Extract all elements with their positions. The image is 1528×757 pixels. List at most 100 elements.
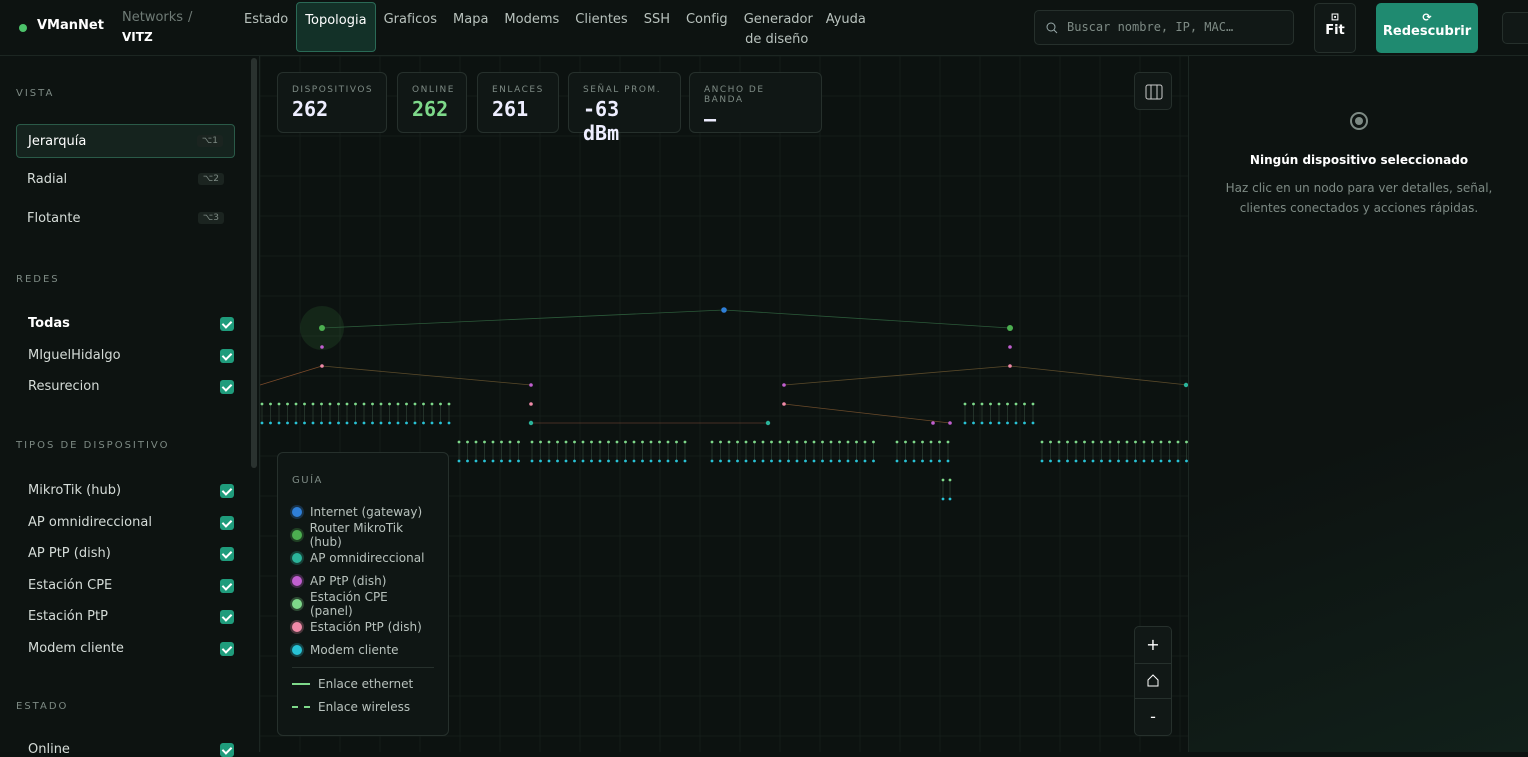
legend: GUÍA Internet (gateway) Router MikroTik (… <box>277 452 449 736</box>
fit-button[interactable]: ⊡ Fit <box>1314 3 1356 53</box>
legend-dot <box>292 644 302 655</box>
fit-icon: ⊡ <box>1330 12 1340 23</box>
filter-option[interactable]: Resurecion <box>28 379 234 395</box>
layout-toggle[interactable] <box>1134 72 1172 110</box>
rediscover-button[interactable]: ⟳ Redescubrir <box>1376 3 1478 53</box>
search-input[interactable]: Buscar nombre, IP, MAC… <box>1034 10 1294 45</box>
checkbox[interactable] <box>220 484 234 498</box>
network-name: VITZ <box>122 30 153 44</box>
checkbox[interactable] <box>220 642 234 656</box>
nav-item[interactable]: Config <box>685 12 728 27</box>
node <box>260 421 264 425</box>
node <box>362 421 366 425</box>
node <box>946 459 950 463</box>
zoom-out[interactable]: - <box>1150 707 1156 726</box>
node <box>405 421 408 425</box>
node <box>1031 402 1035 406</box>
filter-option[interactable]: MIguelHidalgo <box>28 348 234 363</box>
node <box>430 402 434 406</box>
checkbox[interactable] <box>220 547 234 562</box>
node <box>863 459 867 463</box>
rediscover-label: Redescubrir <box>1382 24 1472 39</box>
node <box>573 440 576 444</box>
topology-canvas[interactable] <box>260 56 1188 752</box>
nav-item[interactable]: Modems <box>504 12 560 27</box>
filter-label: MikroTik (hub) <box>28 483 122 498</box>
filter-option[interactable]: Todas <box>28 316 234 331</box>
node <box>795 440 799 444</box>
nav-item[interactable]: Graficos <box>383 12 438 27</box>
checkbox[interactable] <box>220 578 234 593</box>
checkbox[interactable] <box>220 515 234 530</box>
nav-item[interactable]: Estado <box>244 12 289 27</box>
node <box>354 421 357 425</box>
checkbox[interactable] <box>220 380 234 395</box>
filter-option[interactable]: Estación CPE <box>28 578 234 593</box>
filter-option[interactable]: AP PtP (dish) <box>28 546 234 562</box>
nav-item[interactable]: Generador de diseño <box>743 12 813 47</box>
zoom-in[interactable]: + <box>1146 635 1160 654</box>
legend-item: Modem cliente <box>292 638 434 661</box>
breadcrumb-root[interactable]: Networks <box>122 10 184 25</box>
node <box>972 402 975 406</box>
filter-option[interactable]: AP omnidireccional <box>28 515 234 530</box>
node <box>1066 459 1069 463</box>
nav-item[interactable]: Topologia <box>296 2 376 52</box>
node <box>804 440 807 444</box>
legend-item: Estación PtP (dish) <box>292 615 434 638</box>
filter-option[interactable]: Estación PtP <box>28 609 234 625</box>
checkbox[interactable] <box>220 743 234 757</box>
nav-item[interactable]: Ayuda <box>825 12 866 27</box>
node <box>1014 402 1018 406</box>
nav-item[interactable]: SSH <box>643 12 670 27</box>
node <box>396 402 400 406</box>
node <box>904 440 907 444</box>
legend-dot <box>292 575 302 586</box>
node <box>632 440 636 444</box>
checkbox[interactable] <box>220 348 234 363</box>
filter-option[interactable]: MikroTik (hub) <box>28 483 234 498</box>
stat-label: DISPOSITIVOS <box>292 85 374 95</box>
node <box>529 402 533 406</box>
legend-item: Router MikroTik (hub) <box>292 521 434 549</box>
filter-option[interactable]: Online <box>28 742 234 757</box>
nav-item[interactable]: Clientes <box>575 12 628 27</box>
node <box>1057 440 1061 444</box>
node <box>607 459 610 463</box>
filter-label: AP PtP (dish) <box>28 546 111 562</box>
legend-item: Estación CPE (panel) <box>292 590 434 618</box>
node <box>1125 459 1129 463</box>
legend-dot <box>292 598 302 609</box>
legend-line <box>292 705 310 708</box>
node <box>658 459 661 463</box>
node <box>491 459 495 463</box>
user-button[interactable] <box>1502 12 1528 44</box>
node <box>675 440 678 444</box>
filter-option[interactable]: Modem cliente <box>28 641 234 656</box>
node <box>337 402 340 406</box>
node <box>286 421 289 425</box>
node <box>872 459 875 463</box>
nav-item[interactable]: Mapa <box>453 12 489 27</box>
node <box>1066 440 1069 444</box>
node <box>1008 364 1012 368</box>
node <box>500 440 503 444</box>
node <box>624 440 627 444</box>
view-option[interactable]: Radial ⌥2 <box>16 163 235 197</box>
nav: Estado Topologia Graficos Mapa Modems Cliente… <box>236 2 874 58</box>
node <box>354 402 357 406</box>
link <box>783 403 951 424</box>
zoom-reset[interactable] <box>1135 663 1171 699</box>
node <box>590 440 593 444</box>
node <box>624 459 627 463</box>
node <box>1117 440 1120 444</box>
checkbox[interactable] <box>220 610 234 625</box>
node <box>328 402 332 406</box>
checkbox[interactable] <box>220 317 234 331</box>
view-option[interactable]: Jerarquía ⌥1 <box>16 124 235 158</box>
node <box>761 459 765 463</box>
node <box>821 459 824 463</box>
view-option[interactable]: Flotante ⌥3 <box>16 202 235 236</box>
node <box>388 421 391 425</box>
